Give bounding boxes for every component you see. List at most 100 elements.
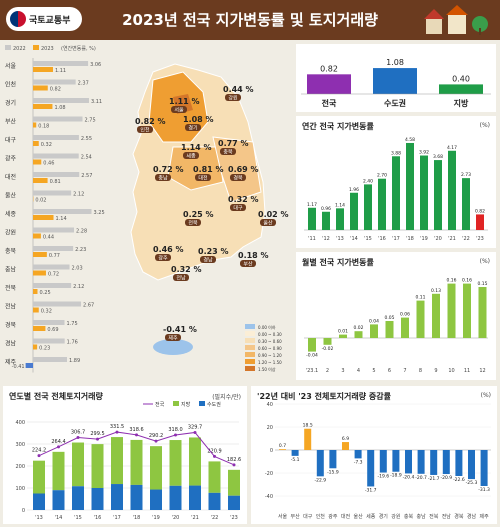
region-label: 대전: [5, 173, 16, 181]
annual-tick: '19: [420, 236, 428, 242]
bar-2022: [33, 61, 89, 66]
transactions-xtick: '15: [74, 515, 82, 521]
transactions-xtick: '18: [133, 515, 141, 521]
map-value-2: 1.08 %: [183, 115, 214, 124]
value-2023: 0.82: [50, 87, 61, 93]
map-region-name: 전남: [176, 275, 186, 282]
change-ytick: -20: [265, 471, 273, 477]
summary-label: 수도권: [384, 98, 406, 108]
transactions-total-point: [213, 454, 216, 458]
value-2023: -0.41: [12, 364, 25, 370]
monthly-bar: [323, 338, 332, 345]
bar-2023: [33, 178, 48, 183]
monthly-tick: 6: [388, 368, 391, 374]
bar-2022: [33, 283, 72, 288]
legend-2022-label: 2022: [13, 46, 26, 52]
map-region-name: 충북: [223, 149, 233, 156]
annual-tick: '17: [392, 236, 400, 242]
monthly-tick: 4: [357, 368, 360, 374]
annual-bar: [364, 184, 372, 230]
map-region-tag: [225, 94, 241, 101]
value-2023: 0.46: [43, 161, 54, 167]
value-2022: 2.75: [85, 118, 96, 124]
change-value: 6.9: [342, 436, 349, 442]
bar-2023: [33, 85, 48, 91]
value-2023: 0.69: [47, 327, 58, 333]
transactions-xtick: '21: [191, 515, 199, 521]
change-ytick: 0: [270, 448, 273, 454]
transactions-local-bar: [33, 460, 45, 494]
map-value-13: 0.18 %: [238, 251, 269, 260]
transactions-total-point: [96, 437, 99, 441]
map-value-15: 0.32 %: [171, 265, 202, 274]
map-region-name: 부산: [243, 261, 253, 268]
bar-2023: [33, 289, 38, 294]
map-region-tag: [183, 152, 199, 159]
monthly-tick: 2: [326, 368, 329, 374]
transactions-total-point: [37, 454, 41, 458]
bar-2023: [33, 270, 46, 276]
annual-value: 1.14: [335, 202, 345, 208]
map-region-tag: [230, 174, 246, 181]
transactions-local-bar: [150, 446, 162, 490]
bar-2023: [33, 344, 38, 350]
map-region-tag: [240, 260, 256, 267]
value-2022: 3.06: [90, 62, 101, 68]
annual-bar: [462, 178, 470, 230]
transactions-ytick: 0: [22, 508, 25, 514]
change-xtick: 충북: [404, 513, 414, 520]
jeju-shape: [153, 339, 193, 355]
change-bar: [468, 450, 475, 480]
transactions-total-point: [57, 445, 60, 449]
change-bar: [392, 450, 400, 472]
region-label: 광주: [5, 156, 17, 163]
monthly-tick: 7: [403, 368, 406, 374]
change-value: -20.9: [440, 475, 452, 481]
transactions-xtick: '19: [152, 515, 160, 521]
transactions-total-point: [232, 463, 236, 467]
annual-tick: '14: [350, 236, 358, 242]
map-region-tag: [220, 148, 236, 155]
region-label: 인천: [5, 81, 16, 89]
map-region-name: 서울: [174, 107, 184, 114]
annual-value: 2.40: [363, 178, 373, 184]
monthly-bar: [432, 293, 440, 338]
change-bar: [329, 450, 337, 469]
summary-value: 0.40: [452, 74, 470, 83]
map-value-1: 0.82 %: [135, 117, 166, 126]
change-value: 18.5: [303, 423, 313, 429]
change-bar: [417, 450, 425, 474]
change-value: -25.3: [466, 480, 478, 486]
transactions-ytick: 100: [15, 486, 25, 492]
change-bar: [367, 450, 375, 487]
summary-label: 지방: [454, 98, 469, 108]
bar-2022: [33, 338, 65, 344]
transactions-capital-bar: [111, 484, 123, 510]
transactions-capital-bar: [189, 485, 201, 510]
map-region-name: 전북: [188, 220, 198, 227]
annual-tick: '16: [378, 236, 386, 242]
transactions-total-value: 182.6: [227, 457, 241, 463]
map-region-tag: [230, 204, 246, 211]
region-label: 대구: [5, 136, 17, 144]
map-value-0: 1.11 %: [169, 97, 200, 106]
region-label: 울산: [5, 192, 17, 200]
region-label: 충남: [5, 266, 17, 274]
monthly-value: 0.04: [369, 318, 379, 324]
summary-bar: [439, 84, 483, 94]
monthly-tick: 8: [419, 368, 422, 374]
monthly-bar: [447, 283, 456, 338]
value-2023: 0.77: [49, 253, 60, 259]
bar-2023: [33, 326, 46, 331]
annual-tick: '22: [462, 236, 470, 242]
transactions-total-point: [193, 430, 197, 434]
annual-bar: [308, 207, 316, 230]
change-xtick: 울산: [353, 513, 363, 520]
transactions-local-bar: [208, 461, 221, 493]
map-legend-label: 0.90 ~ 1.20: [258, 353, 282, 358]
bar-2023: [33, 104, 53, 109]
value-2023: 1.14: [56, 216, 67, 222]
monthly-value: 0.01: [338, 329, 348, 335]
transactions-total-value: 306.7: [71, 430, 85, 436]
map-region-tag: [173, 274, 189, 281]
